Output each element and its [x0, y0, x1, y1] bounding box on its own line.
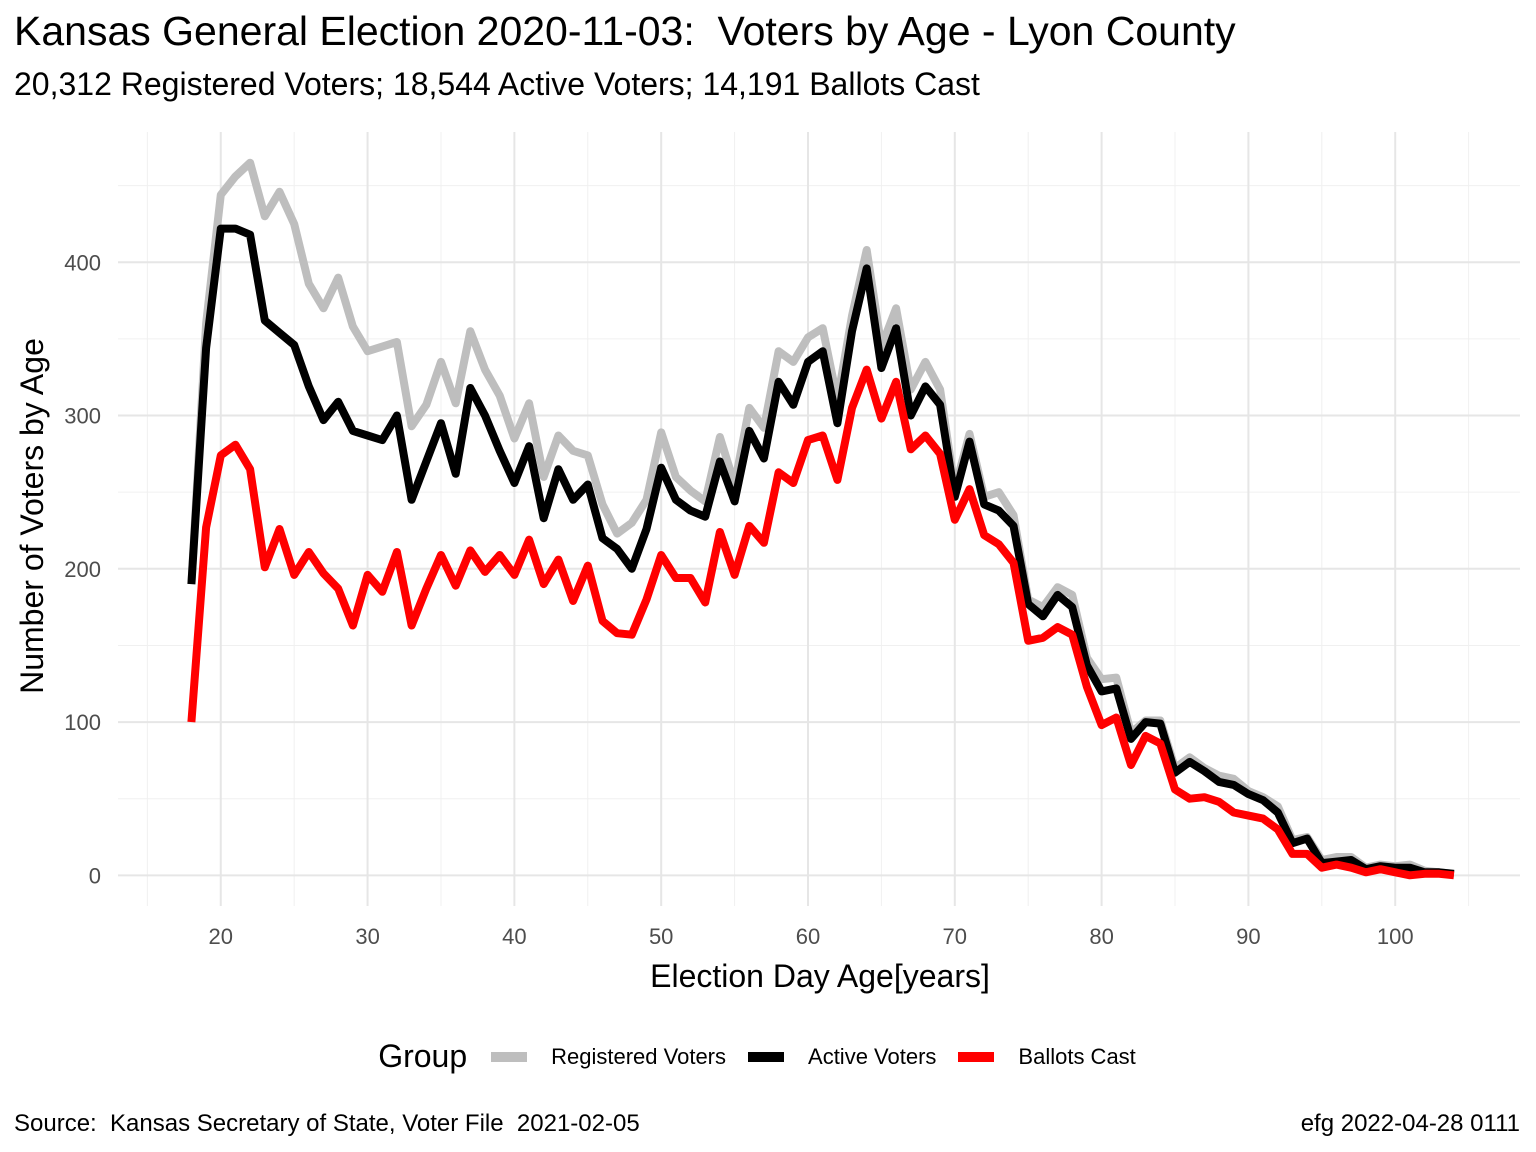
x-axis-title: Election Day Age[years] [650, 958, 990, 994]
x-tick-label: 50 [649, 924, 673, 949]
y-axis-title: Number of Voters by Age [14, 338, 50, 694]
legend-item-registered: Registered Voters [491, 1044, 726, 1070]
x-tick-label: 80 [1089, 924, 1113, 949]
source-caption: Source: Kansas Secretary of State, Voter… [14, 1110, 640, 1137]
legend: Group Registered Voters Active Voters Ba… [0, 1038, 1536, 1075]
x-tick-label: 30 [355, 924, 379, 949]
series-line-ballots-cast [187, 365, 1455, 880]
grid-lines [118, 132, 1520, 906]
x-tick-label: 100 [1377, 924, 1414, 949]
legend-title: Group [378, 1038, 468, 1074]
legend-key-active [748, 1051, 785, 1062]
y-tick-labels: 0 100 200 300 400 [64, 250, 101, 888]
x-tick-label: 20 [209, 924, 233, 949]
legend-label-ballots: Ballots Cast [1018, 1043, 1136, 1069]
series-line-registered-voters [187, 158, 1455, 878]
x-tick-label: 90 [1236, 924, 1260, 949]
y-tick-label: 200 [64, 557, 101, 582]
y-tick-label: 300 [64, 404, 101, 429]
x-tick-label: 40 [502, 924, 526, 949]
y-tick-label: 0 [89, 863, 101, 888]
chart-title: Kansas General Election 2020-11-03: Vote… [14, 8, 1236, 54]
chart-subtitle: 20,312 Registered Voters; 18,544 Active … [14, 66, 980, 102]
legend-label-active: Active Voters [808, 1043, 937, 1069]
y-tick-label: 400 [64, 250, 101, 275]
legend-item-ballots: Ballots Cast [958, 1043, 1136, 1070]
line-chart: 0 100 200 300 400 20 30 40 50 60 70 80 90 100 Electi… [14, 132, 1520, 994]
credit-caption: efg 2022-04-28 0111 [1300, 1110, 1520, 1137]
x-tick-label: 60 [796, 924, 820, 949]
x-tick-labels: 20 30 40 50 60 70 80 90 100 [209, 924, 1414, 949]
series-lines [187, 158, 1455, 880]
legend-key-registered [491, 1051, 528, 1062]
x-tick-label: 70 [943, 924, 967, 949]
legend-key-ballots [958, 1051, 995, 1062]
legend-item-active: Active Voters [748, 1044, 936, 1070]
y-tick-label: 100 [64, 710, 101, 735]
legend-label-registered: Registered Voters [551, 1043, 727, 1069]
series-line-active-voters [187, 224, 1455, 878]
